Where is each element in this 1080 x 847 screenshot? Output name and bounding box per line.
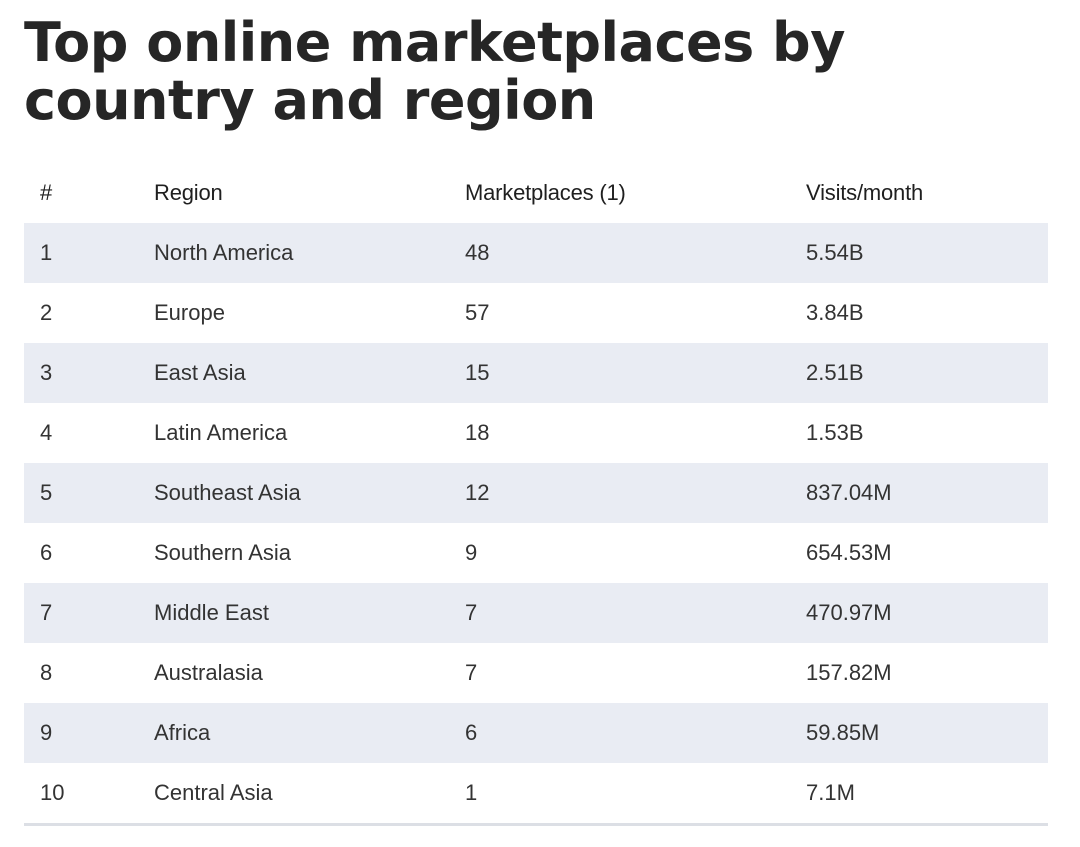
visits-cell: 470.97M [790,583,1048,643]
region-cell: Europe [154,300,225,325]
marketplaces-cell: 7 [465,660,478,685]
table-body: 1 North America 48 5.54B 2 Europe 57 3.8… [24,223,1048,826]
marketplaces-cell: 7 [449,583,790,643]
marketplaces-cell: 57 [465,300,490,325]
marketplaces-cell: 18 [465,420,490,445]
marketplaces-cell: 48 [449,223,790,283]
column-header-marketplaces: Marketplaces (1) [465,180,626,205]
rank-cell: 2 [40,300,53,325]
table-header: # Region Marketplaces (1) Visits/month [24,163,1048,223]
marketplaces-cell: 15 [449,343,790,403]
table-row: 10 Central Asia 1 7.1M [24,763,1048,826]
marketplaces-table: # Region Marketplaces (1) Visits/month 1… [24,163,1048,826]
table-row: 7 Middle East 7 470.97M [24,583,1048,643]
visits-cell: 1.53B [806,420,864,445]
region-cell: East Asia [138,343,449,403]
column-header-region: Region [154,180,223,205]
rank-cell: 9 [24,703,138,763]
table-row: 4 Latin America 18 1.53B [24,403,1048,463]
column-header-visits: Visits/month [806,180,924,205]
rank-cell: 6 [40,540,53,565]
table-row: 5 Southeast Asia 12 837.04M [24,463,1048,523]
region-cell: Australasia [154,660,263,685]
visits-cell: 3.84B [806,300,864,325]
marketplaces-cell: 12 [449,463,790,523]
region-cell: Southern Asia [154,540,291,565]
table-row: 8 Australasia 7 157.82M [24,643,1048,703]
region-cell: Central Asia [138,763,449,826]
region-cell: Middle East [138,583,449,643]
table-row: 9 Africa 6 59.85M [24,703,1048,763]
marketplaces-cell: 9 [465,540,478,565]
rank-cell: 3 [24,343,138,403]
table-row: 2 Europe 57 3.84B [24,283,1048,343]
rank-cell: 8 [40,660,53,685]
region-cell: Africa [138,703,449,763]
header-row: # Region Marketplaces (1) Visits/month [24,163,1048,223]
visits-cell: 5.54B [790,223,1048,283]
region-cell: North America [138,223,449,283]
visits-cell: 2.51B [790,343,1048,403]
visits-cell: 7.1M [790,763,1048,826]
column-header-rank: # [40,180,53,205]
marketplaces-cell: 6 [449,703,790,763]
table-row: 6 Southern Asia 9 654.53M [24,523,1048,583]
visits-cell: 837.04M [790,463,1048,523]
table-row: 1 North America 48 5.54B [24,223,1048,283]
marketplaces-cell: 1 [449,763,790,826]
visits-cell: 59.85M [790,703,1048,763]
rank-cell: 10 [24,763,138,826]
rank-cell: 4 [40,420,53,445]
rank-cell: 7 [24,583,138,643]
rank-cell: 5 [24,463,138,523]
region-cell: Latin America [154,420,288,445]
page-title: Top online marketplaces by country and r… [24,11,845,132]
table-row: 3 East Asia 15 2.51B [24,343,1048,403]
visits-cell: 654.53M [806,540,892,565]
rank-cell: 1 [24,223,138,283]
region-cell: Southeast Asia [138,463,449,523]
visits-cell: 157.82M [806,660,892,685]
